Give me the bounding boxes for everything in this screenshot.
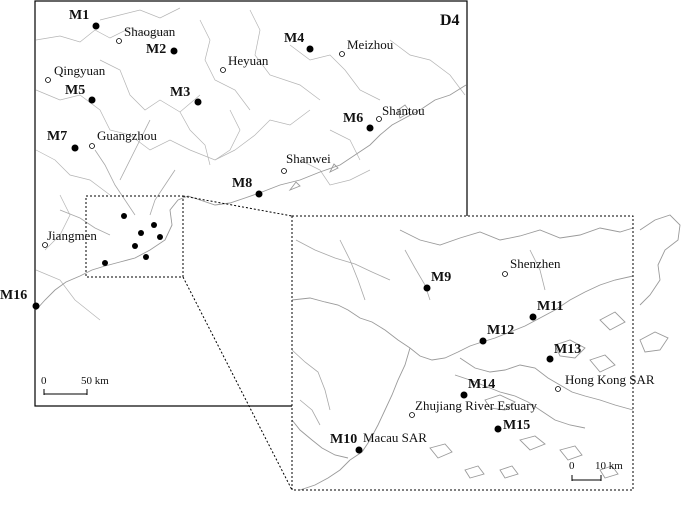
site-marker-m5 bbox=[88, 96, 96, 104]
site-marker-m7 bbox=[71, 144, 79, 152]
city-label-guangzhou: Guangzhou bbox=[97, 128, 157, 143]
inset-connector-top bbox=[182, 195, 293, 217]
site-marker-m4 bbox=[306, 45, 314, 53]
site-label-m14: M14 bbox=[468, 377, 495, 392]
box-site-marker bbox=[102, 260, 108, 266]
city-label-shaoguan: Shaoguan bbox=[124, 24, 176, 39]
site-label-m10: M10 bbox=[330, 432, 357, 447]
city-label-jiangmen: Jiangmen bbox=[47, 228, 97, 243]
city-label-qingyuan: Qingyuan bbox=[54, 63, 106, 78]
inset-scale-bar: 0 10 km bbox=[569, 460, 623, 481]
city-marker-meizhou bbox=[339, 51, 345, 57]
city-label-meizhou: Meizhou bbox=[347, 37, 394, 52]
site-marker-m11 bbox=[529, 313, 537, 321]
site-marker-m2 bbox=[170, 47, 178, 55]
site-marker-m10 bbox=[355, 446, 363, 454]
city-marker-qingyuan bbox=[45, 77, 51, 83]
city-marker-shaoguan bbox=[116, 38, 122, 44]
inset-scale-zero: 0 bbox=[569, 460, 575, 472]
city-marker-heyuan bbox=[220, 67, 226, 73]
site-label-m2: M2 bbox=[146, 42, 166, 57]
site-marker-m9 bbox=[423, 284, 431, 292]
city-marker-jiangmen bbox=[42, 242, 48, 248]
box-site-marker bbox=[121, 213, 127, 219]
city-marker-shanwei bbox=[281, 168, 287, 174]
inset-rivers bbox=[291, 239, 546, 426]
site-marker-m6 bbox=[366, 124, 374, 132]
site-label-m6: M6 bbox=[343, 111, 363, 126]
main-scale-zero: 0 bbox=[41, 375, 47, 387]
province-borders bbox=[35, 7, 466, 321]
site-label-m13: M13 bbox=[554, 342, 581, 357]
inset-panel-frame bbox=[291, 215, 634, 491]
rivers bbox=[59, 119, 176, 236]
site-label-m8: M8 bbox=[232, 176, 252, 191]
inset-connector-bottom bbox=[182, 276, 293, 491]
site-label-m7: M7 bbox=[47, 129, 67, 144]
site-label-m9: M9 bbox=[431, 270, 451, 285]
city-label-macau: Macau SAR bbox=[363, 430, 427, 445]
city-marker-shenzhen bbox=[502, 271, 508, 277]
site-label-m12: M12 bbox=[487, 323, 514, 338]
site-marker-m14 bbox=[460, 391, 468, 399]
site-marker-m13 bbox=[546, 355, 554, 363]
site-marker-m15 bbox=[494, 425, 502, 433]
site-label-m1: M1 bbox=[69, 8, 89, 23]
city-label-shanwei: Shanwei bbox=[286, 151, 331, 166]
main-scale-bar: 0 50 km bbox=[41, 375, 109, 395]
main-panel-frame bbox=[34, 0, 468, 407]
inset-panel: Shenzhen M9 M11 M12 M13 Hong Kong SAR M1… bbox=[291, 214, 681, 491]
box-site-marker bbox=[151, 222, 157, 228]
site-label-m16: M16 bbox=[0, 288, 27, 303]
site-label-m5: M5 bbox=[65, 83, 85, 98]
city-label-shantou: Shantou bbox=[382, 103, 425, 118]
box-site-marker bbox=[143, 254, 149, 260]
site-marker-m1 bbox=[92, 22, 100, 30]
city-marker-guangzhou bbox=[89, 143, 95, 149]
main-coastline bbox=[35, 84, 467, 311]
main-panel: M1 Shaoguan M2 M4 Meizhou Heyuan Qingyua… bbox=[0, 0, 468, 407]
inset-background bbox=[292, 216, 633, 490]
panel-label: D4 bbox=[440, 12, 460, 29]
city-marker-hongkong bbox=[555, 386, 561, 392]
inset-scale-value: 10 km bbox=[595, 460, 623, 472]
box-site-marker bbox=[138, 230, 144, 236]
site-label-m11: M11 bbox=[537, 299, 563, 314]
city-label-estuary: Zhujiang River Estuary bbox=[415, 398, 538, 413]
site-marker-m16 bbox=[32, 302, 40, 310]
box-site-marker bbox=[157, 234, 163, 240]
inset-coastline bbox=[291, 214, 681, 491]
city-label-hongkong: Hong Kong SAR bbox=[565, 372, 655, 387]
box-site-marker bbox=[132, 243, 138, 249]
site-marker-m3 bbox=[194, 98, 202, 106]
city-marker-estuary bbox=[409, 412, 415, 418]
city-marker-shantou bbox=[376, 116, 382, 122]
site-label-m4: M4 bbox=[284, 31, 304, 46]
site-marker-m12 bbox=[479, 337, 487, 345]
city-label-shenzhen: Shenzhen bbox=[510, 256, 561, 271]
inset-source-box bbox=[85, 195, 184, 278]
main-scale-value: 50 km bbox=[81, 375, 109, 387]
city-label-heyuan: Heyuan bbox=[228, 53, 269, 68]
site-marker-m8 bbox=[255, 190, 263, 198]
site-label-m3: M3 bbox=[170, 85, 190, 100]
site-label-m15: M15 bbox=[503, 418, 530, 433]
